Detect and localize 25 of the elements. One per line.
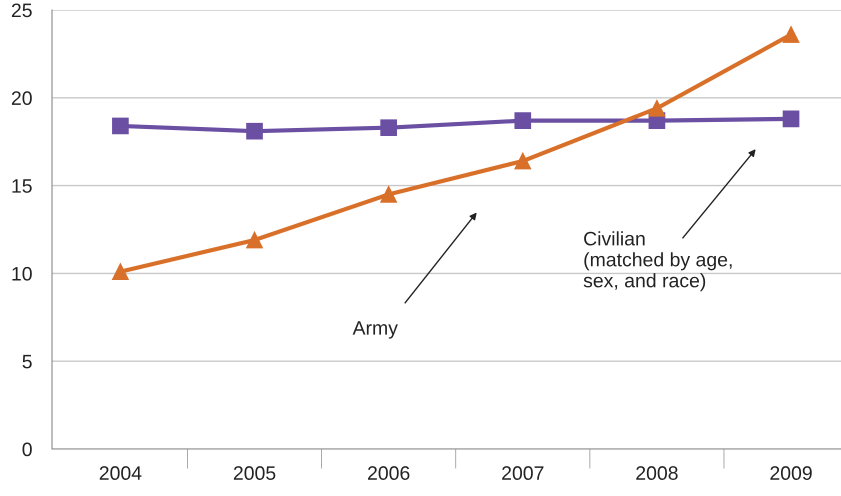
y-tick-label: 15: [12, 179, 32, 193]
point: [380, 119, 397, 136]
y-tick-label: 20: [12, 91, 32, 106]
annotation: Army: [352, 321, 398, 339]
x-tick-label: 2006: [368, 466, 410, 480]
point: [112, 263, 129, 280]
x-tick-label: 2005: [234, 466, 276, 480]
y-tick-label: 5: [22, 354, 32, 368]
point: [380, 186, 397, 203]
point: [782, 110, 800, 128]
x-tick-label: 2004: [100, 466, 142, 480]
y-tick-label: 0: [22, 442, 32, 456]
point: [648, 100, 666, 117]
x-tick-label: 2009: [770, 466, 812, 480]
point: [514, 112, 532, 129]
x-tick-label: 2007: [502, 466, 544, 480]
point: [246, 232, 263, 248]
point: [514, 152, 532, 170]
point: [246, 122, 263, 140]
y-tick-label: 10: [12, 266, 32, 281]
point: [782, 26, 800, 43]
annotation: Civilian (matched by age, sex, and race): [584, 231, 732, 292]
x-tick-label: 2008: [636, 466, 678, 480]
point: [112, 118, 129, 134]
y-tick-label: 25: [12, 3, 32, 18]
